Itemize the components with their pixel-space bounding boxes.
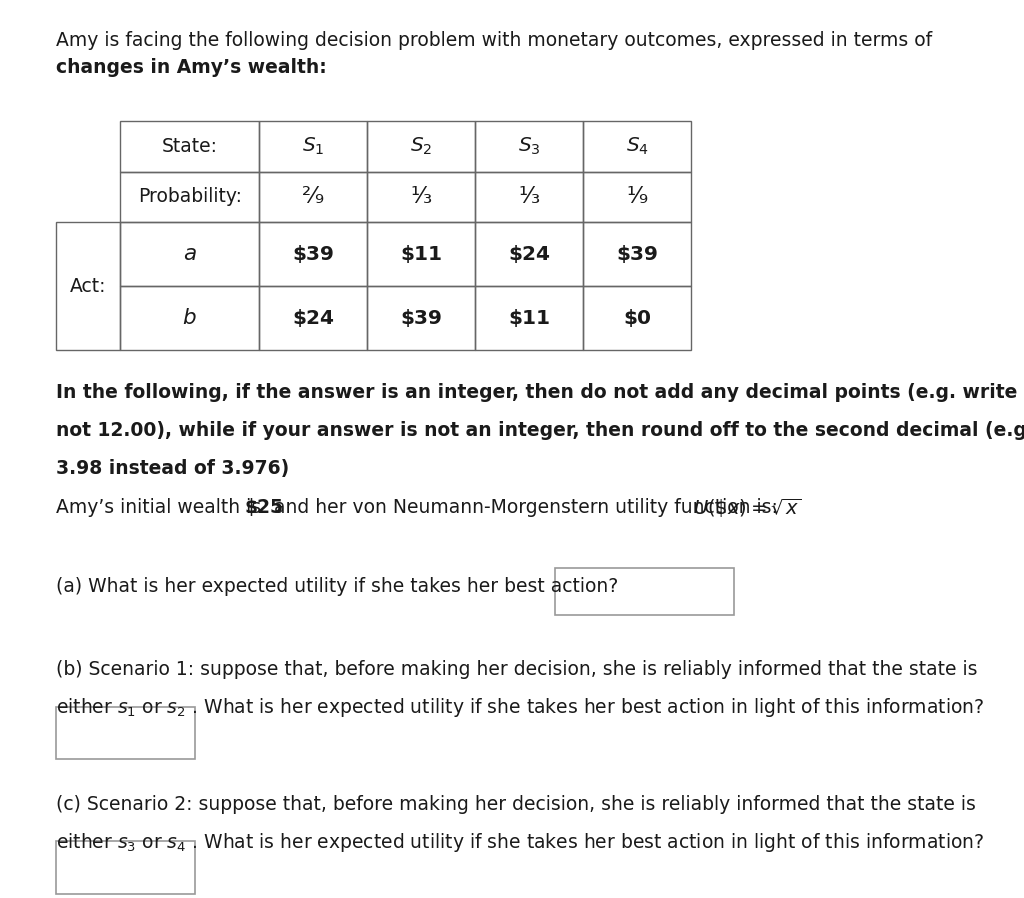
Text: (a) What is her expected utility if she takes her best action?: (a) What is her expected utility if she … xyxy=(56,577,618,595)
Text: Amy is facing the following decision problem with monetary outcomes, expressed i: Amy is facing the following decision pro… xyxy=(56,31,933,50)
Text: $a$: $a$ xyxy=(182,244,197,264)
Text: State:: State: xyxy=(162,136,218,156)
Bar xyxy=(475,222,584,286)
Text: Act:: Act: xyxy=(70,277,106,295)
Text: $U(\$x) = \sqrt{x}$: $U(\$x) = \sqrt{x}$ xyxy=(693,497,801,520)
Bar xyxy=(120,286,259,350)
Text: $S_3$: $S_3$ xyxy=(518,136,541,157)
Text: and her von Neumann-Morgenstern utility function is:: and her von Neumann-Morgenstern utility … xyxy=(268,498,784,517)
Text: In the following, if the answer is an integer, then do not add any decimal point: In the following, if the answer is an in… xyxy=(56,383,1024,402)
Bar xyxy=(584,121,691,172)
Bar xyxy=(584,286,691,350)
Bar xyxy=(475,172,584,222)
Bar xyxy=(555,568,734,615)
Bar xyxy=(259,172,368,222)
Text: $S_1$: $S_1$ xyxy=(302,136,325,157)
Bar xyxy=(120,121,259,172)
Bar xyxy=(584,172,691,222)
Bar xyxy=(56,841,195,894)
Bar xyxy=(120,172,259,222)
Bar xyxy=(259,286,368,350)
Text: (b) Scenario 1: suppose that, before making her decision, she is reliably inform: (b) Scenario 1: suppose that, before mak… xyxy=(56,660,978,679)
Text: $24: $24 xyxy=(293,309,335,328)
Bar xyxy=(259,121,368,172)
Text: ²⁄₉: ²⁄₉ xyxy=(302,185,325,208)
Text: either $s_3$ or $s_4$ . What is her expected utility if she takes her best actio: either $s_3$ or $s_4$ . What is her expe… xyxy=(56,831,985,854)
Text: changes in Amy’s wealth:: changes in Amy’s wealth: xyxy=(56,58,327,77)
Bar xyxy=(475,286,584,350)
Bar xyxy=(56,222,120,350)
Text: $25: $25 xyxy=(245,498,284,517)
Text: $24: $24 xyxy=(508,244,550,263)
Text: $11: $11 xyxy=(508,309,550,328)
Text: ¹⁄₉: ¹⁄₉ xyxy=(626,185,648,208)
Text: not 12.00), while if your answer is not an integer, then round off to the second: not 12.00), while if your answer is not … xyxy=(56,421,1024,440)
Text: $39: $39 xyxy=(616,244,658,263)
Text: (c) Scenario 2: suppose that, before making her decision, she is reliably inform: (c) Scenario 2: suppose that, before mak… xyxy=(56,795,976,814)
Text: $b$: $b$ xyxy=(182,308,197,328)
Text: $S_2$: $S_2$ xyxy=(411,136,432,157)
Text: Probability:: Probability: xyxy=(137,188,242,207)
Bar xyxy=(120,222,259,286)
Bar xyxy=(368,172,475,222)
Text: ¹⁄₃: ¹⁄₃ xyxy=(411,185,432,208)
Bar xyxy=(368,286,475,350)
Bar xyxy=(56,707,195,759)
Text: $0: $0 xyxy=(624,309,651,328)
Text: 3.98 instead of 3.976): 3.98 instead of 3.976) xyxy=(56,459,290,478)
Text: ¹⁄₃: ¹⁄₃ xyxy=(518,185,541,208)
Text: Amy’s initial wealth is: Amy’s initial wealth is xyxy=(56,498,267,517)
Bar xyxy=(584,222,691,286)
Bar xyxy=(259,222,368,286)
Text: $11: $11 xyxy=(400,244,442,263)
Text: either $s_1$ or $s_2$ . What is her expected utility if she takes her best actio: either $s_1$ or $s_2$ . What is her expe… xyxy=(56,696,985,719)
Text: $39: $39 xyxy=(400,309,442,328)
Bar xyxy=(368,222,475,286)
Bar xyxy=(368,121,475,172)
Text: $39: $39 xyxy=(293,244,335,263)
Bar xyxy=(475,121,584,172)
Text: $S_4$: $S_4$ xyxy=(626,136,649,157)
